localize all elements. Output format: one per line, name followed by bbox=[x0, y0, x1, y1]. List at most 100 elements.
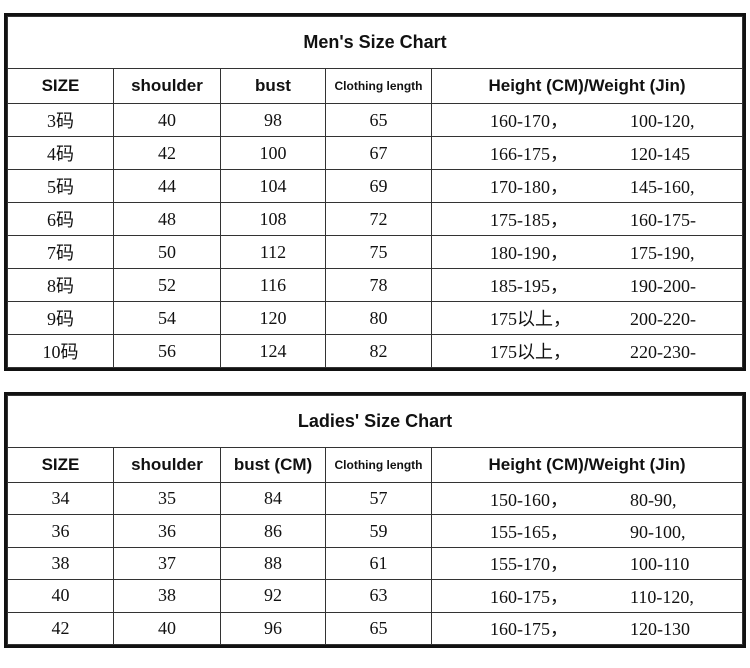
cell-height-weight: 160-170， 100-120, bbox=[431, 103, 743, 137]
height-range: 185-195， bbox=[490, 276, 568, 296]
cell-size: 36 bbox=[7, 514, 114, 548]
cell-bust: 116 bbox=[220, 268, 326, 302]
weight-range: 110-120, bbox=[630, 586, 694, 607]
cell-bust: 112 bbox=[220, 235, 326, 269]
height-range: 155-165， bbox=[490, 522, 568, 543]
weight-range: 80-90, bbox=[630, 489, 677, 510]
cell-height-weight: 175以上， 220-230- bbox=[431, 334, 743, 368]
size-table: Ladies' Size Chart SIZE shoulder bust (CM) C… bbox=[7, 395, 743, 646]
cell-shoulder: 54 bbox=[113, 301, 221, 335]
cell-size: 4码 bbox=[7, 136, 114, 170]
cell-length: 75 bbox=[325, 235, 432, 269]
weight-range: 100-120, bbox=[630, 111, 695, 131]
cell-shoulder: 52 bbox=[113, 268, 221, 302]
cell-bust: 92 bbox=[220, 579, 326, 613]
column-header: Height (CM)/Weight (Jin) bbox=[431, 447, 743, 483]
cell-shoulder: 50 bbox=[113, 235, 221, 269]
column-header: SIZE bbox=[7, 447, 114, 483]
cell-shoulder: 42 bbox=[113, 136, 221, 170]
cell-length: 61 bbox=[325, 546, 432, 581]
weight-range: 100-110 bbox=[630, 554, 690, 575]
cell-length: 65 bbox=[325, 611, 432, 646]
column-header: bust (CM) bbox=[220, 447, 326, 483]
cell-shoulder: 40 bbox=[113, 103, 221, 137]
table-row: 3码 40 98 65 160-170， 100-120, bbox=[7, 103, 743, 137]
cell-size: 6码 bbox=[7, 202, 114, 236]
column-header: Clothing length bbox=[325, 447, 432, 483]
cell-shoulder: 38 bbox=[113, 579, 221, 613]
cell-shoulder: 40 bbox=[113, 611, 221, 646]
height-range: 170-180， bbox=[490, 177, 568, 197]
size-table: Men's Size Chart SIZE shoulder bust Clothing… bbox=[7, 16, 743, 368]
cell-height-weight: 185-195， 190-200- bbox=[431, 268, 743, 302]
cell-height-weight: 155-170， 100-110 bbox=[431, 546, 743, 581]
cell-height-weight: 170-180， 145-160, bbox=[431, 169, 743, 203]
table-row: 4码 42 100 67 166-175， 120-145 bbox=[7, 136, 743, 170]
height-range: 160-175， bbox=[490, 619, 568, 640]
cell-size: 5码 bbox=[7, 169, 114, 203]
cell-length: 67 bbox=[325, 136, 432, 170]
cell-size: 34 bbox=[7, 481, 114, 516]
cell-shoulder: 35 bbox=[113, 481, 221, 516]
cell-length: 80 bbox=[325, 301, 432, 335]
cell-length: 59 bbox=[325, 514, 432, 548]
table-row: 34 35 84 57 150-160， 80-90, bbox=[7, 481, 743, 516]
height-range: 160-170， bbox=[490, 111, 568, 131]
weight-range: 200-220- bbox=[630, 309, 696, 329]
table-row: 38 37 88 61 155-170， 100-110 bbox=[7, 546, 743, 581]
cell-bust: 108 bbox=[220, 202, 326, 236]
table-row: 10码 56 124 82 175以上， 220-230- bbox=[7, 334, 743, 368]
table-row: 6码 48 108 72 175-185， 160-175- bbox=[7, 202, 743, 236]
weight-range: 220-230- bbox=[630, 342, 696, 362]
weight-range: 160-175- bbox=[630, 210, 696, 230]
cell-bust: 88 bbox=[220, 546, 326, 581]
cell-bust: 100 bbox=[220, 136, 326, 170]
table-row: 36 36 86 59 155-165， 90-100, bbox=[7, 514, 743, 548]
cell-size: 7码 bbox=[7, 235, 114, 269]
cell-length: 57 bbox=[325, 481, 432, 516]
cell-bust: 124 bbox=[220, 334, 326, 368]
mens-size-chart: Men's Size Chart SIZE shoulder bust Clothing… bbox=[4, 13, 746, 371]
height-range: 166-175， bbox=[490, 144, 568, 164]
column-header: SIZE bbox=[7, 68, 114, 104]
height-range: 175-185， bbox=[490, 210, 568, 230]
cell-bust: 86 bbox=[220, 514, 326, 548]
cell-size: 8码 bbox=[7, 268, 114, 302]
column-header: shoulder bbox=[113, 68, 221, 104]
height-range: 160-175， bbox=[490, 586, 568, 607]
chart-title: Ladies' Size Chart bbox=[7, 395, 743, 448]
cell-height-weight: 150-160， 80-90, bbox=[431, 481, 743, 516]
cell-size: 42 bbox=[7, 611, 114, 646]
table-row: 7码 50 112 75 180-190， 175-190, bbox=[7, 235, 743, 269]
cell-shoulder: 56 bbox=[113, 334, 221, 368]
cell-shoulder: 48 bbox=[113, 202, 221, 236]
cell-size: 9码 bbox=[7, 301, 114, 335]
column-header: Clothing length bbox=[325, 68, 432, 104]
weight-range: 90-100, bbox=[630, 522, 686, 543]
cell-size: 10码 bbox=[7, 334, 114, 368]
table-row: 42 40 96 65 160-175， 120-130 bbox=[7, 611, 743, 646]
chart-title: Men's Size Chart bbox=[7, 16, 743, 69]
cell-shoulder: 36 bbox=[113, 514, 221, 548]
height-range: 155-170， bbox=[490, 554, 568, 575]
cell-length: 65 bbox=[325, 103, 432, 137]
weight-range: 175-190, bbox=[630, 243, 695, 263]
table-row: 40 38 92 63 160-175， 110-120, bbox=[7, 579, 743, 613]
cell-shoulder: 44 bbox=[113, 169, 221, 203]
cell-length: 69 bbox=[325, 169, 432, 203]
cell-length: 78 bbox=[325, 268, 432, 302]
weight-range: 190-200- bbox=[630, 276, 696, 296]
column-header: bust bbox=[220, 68, 326, 104]
table-row: 9码 54 120 80 175以上， 200-220- bbox=[7, 301, 743, 335]
cell-height-weight: 155-165， 90-100, bbox=[431, 514, 743, 548]
column-header: shoulder bbox=[113, 447, 221, 483]
cell-shoulder: 37 bbox=[113, 546, 221, 581]
height-range: 150-160， bbox=[490, 489, 568, 510]
cell-length: 82 bbox=[325, 334, 432, 368]
cell-height-weight: 160-175， 110-120, bbox=[431, 579, 743, 613]
weight-range: 120-145 bbox=[630, 144, 690, 164]
height-range: 175以上， bbox=[490, 309, 571, 329]
cell-bust: 120 bbox=[220, 301, 326, 335]
cell-bust: 104 bbox=[220, 169, 326, 203]
weight-range: 120-130 bbox=[630, 619, 690, 640]
